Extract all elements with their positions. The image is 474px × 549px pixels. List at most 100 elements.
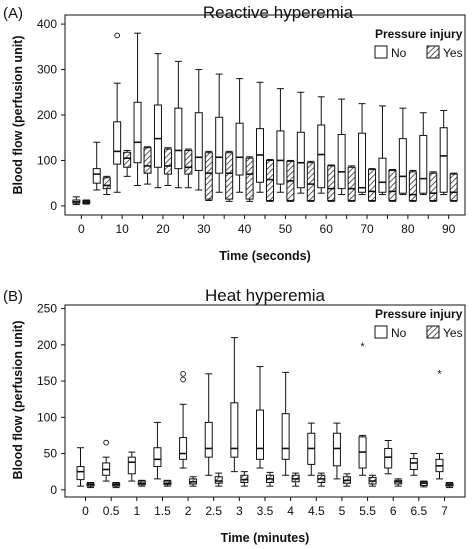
- panel-a-legend-label-yes: Yes: [443, 46, 463, 60]
- panel-b-x-tick-label: 0.5: [103, 504, 120, 518]
- panel-a-iqr-box-no: [153, 104, 162, 168]
- panel-b-box-no: [127, 451, 136, 482]
- panel-b-x-axis-title: Time (minutes): [221, 531, 310, 545]
- panel-a-box-yes: [388, 169, 397, 202]
- panel-a-legend-title: Pressure injury: [375, 27, 463, 41]
- panel-a-box-no: [439, 109, 448, 196]
- panel-a-box-yes: [123, 149, 132, 177]
- panel-b-x-tick-label: 1.5: [154, 504, 171, 518]
- panel-a-box-no: [92, 141, 101, 191]
- panel-b-box-yes: [291, 472, 300, 487]
- panel-a-box-no: [133, 32, 142, 186]
- panel-b-box-yes: [445, 482, 454, 489]
- panel-b-y-tick-label: 150: [37, 374, 57, 388]
- panel-a-box-yes: [102, 175, 111, 196]
- panel-b-box-yes: [419, 480, 428, 488]
- panel-b-y-tick-label: 50: [44, 447, 58, 461]
- panel-a-box-yes: [408, 169, 417, 202]
- panel-b-box-yes: [189, 476, 198, 487]
- panel-a-iqr-box-no: [113, 121, 122, 165]
- panel-b-box-no: [307, 422, 316, 476]
- panel-b-x-tick-label: 1: [133, 504, 140, 518]
- panel-a-box-yes: [184, 148, 193, 189]
- panel-a-box-yes: [82, 199, 91, 205]
- panel-b-y-tick-label: 250: [37, 302, 57, 316]
- panel-a-box-yes: [225, 150, 234, 202]
- panel-b-iqr-box-no: [409, 458, 418, 470]
- panel-b-y-axis-title: Blood flow (perfusion unit): [11, 321, 25, 480]
- panel-a-iqr-box-yes: [327, 165, 336, 201]
- panel-a-box-yes: [327, 164, 336, 202]
- panel-b-box-no: [332, 422, 341, 480]
- panel-b-title: Heat hyperemia: [205, 286, 326, 305]
- panel-b-box-yes: [266, 471, 274, 487]
- panel-a-iqr-box-yes: [368, 169, 377, 201]
- panel-a-box-no: [174, 60, 183, 189]
- panel-b-iqr-box-no: [384, 447, 393, 469]
- panel-heat-hyperemia: (B) Heat hyperemia Blood flow (perfusion…: [3, 286, 466, 545]
- panel-a-iqr-box-yes: [306, 162, 315, 201]
- panel-a-iqr-box-yes: [408, 171, 417, 201]
- panel-b-extreme-marker: *: [360, 341, 365, 353]
- panel-b-box-no: *: [435, 368, 444, 480]
- panel-a-x-tick-label: 80: [401, 222, 415, 236]
- panel-b-legend-label-yes: Yes: [443, 326, 463, 340]
- panel-a-iqr-box-yes: [143, 147, 152, 174]
- panel-a-iqr-box-yes: [204, 152, 213, 200]
- panel-b-legend-swatch-yes: [426, 325, 440, 339]
- panel-a-x-tick-label: 10: [115, 222, 129, 236]
- panel-b-x-tick-label: 2.5: [205, 504, 222, 518]
- panel-a-iqr-box-yes: [163, 148, 172, 175]
- panel-a-box-no: [296, 91, 305, 194]
- panel-b-y-tick-label: 100: [37, 410, 57, 424]
- panel-b-box-no: [179, 370, 188, 469]
- panel-b-box-no: [102, 439, 111, 482]
- panel-a-iqr-box-no: [296, 131, 305, 189]
- panel-b-box-yes: [137, 479, 146, 487]
- panel-a-box-no: [113, 32, 122, 193]
- panel-b-x-tick-label: 3: [236, 504, 243, 518]
- panel-a-box-no: [398, 107, 407, 196]
- panel-a-box-yes: [306, 160, 315, 202]
- panel-a-x-tick-label: 0: [78, 222, 85, 236]
- panel-a-box-no: [337, 98, 346, 196]
- panel-a-iqr-box-no: [358, 132, 367, 193]
- panel-a-box-no: [72, 196, 81, 206]
- panel-b-box-yes: [317, 472, 326, 487]
- panel-a-box-yes: [347, 165, 356, 202]
- panel-a-letter: (A): [3, 5, 23, 22]
- panel-b-x-tick-label: 4: [287, 504, 294, 518]
- panel-a-legend-label-no: No: [391, 46, 407, 60]
- panel-a-iqr-box-yes: [266, 159, 274, 201]
- panel-b-legend-label-no: No: [391, 326, 407, 340]
- panel-a-box-no: [235, 78, 244, 193]
- panel-a-iqr-box-no: [194, 112, 203, 171]
- panel-b-box-no: [204, 373, 213, 476]
- panel-a-x-tick-label: 70: [360, 222, 374, 236]
- panel-a-iqr-box-yes: [449, 173, 458, 201]
- panel-b-letter: (B): [3, 288, 23, 305]
- panel-b-x-tick-label: 5.5: [359, 504, 376, 518]
- panel-a-box-no: [419, 112, 428, 196]
- panel-b-x-tick-label: 3.5: [257, 504, 274, 518]
- panel-a-x-tick-label: 20: [156, 222, 170, 236]
- panel-a-box-no: [317, 96, 326, 194]
- panel-b-box-yes: [240, 471, 249, 487]
- panel-a-iqr-box-no: [337, 134, 346, 190]
- panel-a-iqr-box-yes: [102, 177, 111, 190]
- panel-a-x-tick-label: 60: [320, 222, 334, 236]
- panel-a-iqr-box-yes: [123, 151, 132, 168]
- panel-b-box-yes: [112, 482, 121, 489]
- panel-a-iqr-box-no: [276, 130, 285, 185]
- panel-b-iqr-box-no: [332, 432, 341, 467]
- panel-a-iqr-box-no: [92, 168, 101, 184]
- panel-b-x-tick-label: 6.5: [411, 504, 428, 518]
- panel-a-box-yes: [163, 147, 172, 186]
- panel-a-x-tick-label: 40: [238, 222, 252, 236]
- panel-a-iqr-box-yes: [429, 172, 438, 201]
- panel-reactive-hyperemia: (A) Reactive hyperemia Blood flow (perfu…: [3, 3, 466, 263]
- panel-a-iqr-box-yes: [225, 152, 234, 200]
- panel-b-iqr-box-no: [127, 456, 136, 475]
- panel-b-iqr-box-no: [153, 447, 162, 468]
